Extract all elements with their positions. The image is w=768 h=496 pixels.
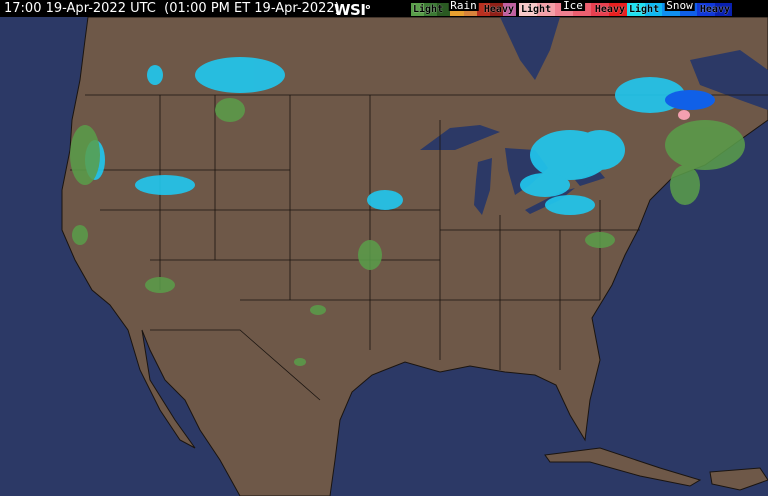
legend-rain-swatch — [411, 3, 425, 16]
legend-ice-swatch — [537, 3, 555, 16]
rain-virginia — [585, 232, 615, 248]
rain-oregon — [70, 125, 100, 185]
legend-snow-swatch — [714, 3, 732, 16]
legend-ice-swatch — [609, 3, 627, 16]
snow-maine-heavy — [665, 90, 715, 110]
ice-maine — [678, 110, 690, 120]
legend-ice-light: Light — [521, 4, 552, 15]
precipitation — [70, 57, 745, 366]
legend-snow: Snow Light Heavy — [627, 0, 732, 16]
header-bar: 17:00 19-Apr-2022 UTC (01:00 PM ET 19-Ap… — [0, 0, 768, 19]
timestamp: 17:00 19-Apr-2022 UTC (01:00 PM ET 19-Ap… — [4, 1, 340, 16]
legend-snow-heavy: Heavy — [699, 4, 730, 15]
legend-snow-light: Light — [629, 4, 660, 15]
rain-new-england — [665, 120, 745, 170]
rain-cape — [670, 165, 700, 205]
lake-ontario — [575, 172, 605, 186]
rain-arizona — [145, 277, 175, 293]
legend-ice-swatch — [591, 3, 609, 16]
legend-rain-heavy: Heavy — [483, 4, 514, 15]
legend-ice-heavy: Heavy — [594, 4, 625, 15]
hispaniola — [709, 467, 768, 491]
rain-idaho — [215, 98, 245, 122]
rain-kansas — [358, 240, 382, 270]
rain-areas — [70, 98, 745, 366]
legend-snow-title: Snow — [664, 0, 695, 12]
legend-rain-title: Rain — [448, 0, 479, 12]
snow-wyoming — [135, 175, 195, 195]
snow-montana — [195, 57, 285, 93]
snow-ohio — [545, 195, 595, 215]
cuba — [544, 447, 702, 487]
legend-rain-swatch — [424, 3, 438, 16]
legend-ice-title: Ice — [561, 0, 585, 12]
legend-rain: Rain Light Heavy — [411, 0, 516, 16]
snow-ny — [575, 130, 625, 170]
legend-rain-swatch — [437, 3, 451, 16]
legend-rain-light: Light — [413, 4, 444, 15]
snow-manitoba — [147, 65, 163, 85]
legend-snow-swatch — [627, 3, 645, 16]
rain-california — [72, 225, 88, 245]
wsi-logo: WSIo — [334, 1, 370, 19]
legend-rain-swatch — [502, 3, 516, 16]
snow-michigan — [520, 173, 570, 197]
legend-rain-swatch — [476, 3, 490, 16]
legend-ice: Ice Light Heavy — [519, 0, 627, 16]
legend-rain-swatch — [489, 3, 503, 16]
hudson-bay-inlet — [500, 17, 560, 80]
rain-texas — [294, 358, 306, 366]
snow-nebraska — [367, 190, 403, 210]
map-canvas — [61, 17, 768, 496]
rain-oklahoma — [310, 305, 326, 315]
lake-michigan — [474, 158, 492, 215]
legend-ice-swatch — [519, 3, 537, 16]
legend-snow-swatch — [644, 3, 662, 16]
legend-snow-swatch — [697, 3, 715, 16]
